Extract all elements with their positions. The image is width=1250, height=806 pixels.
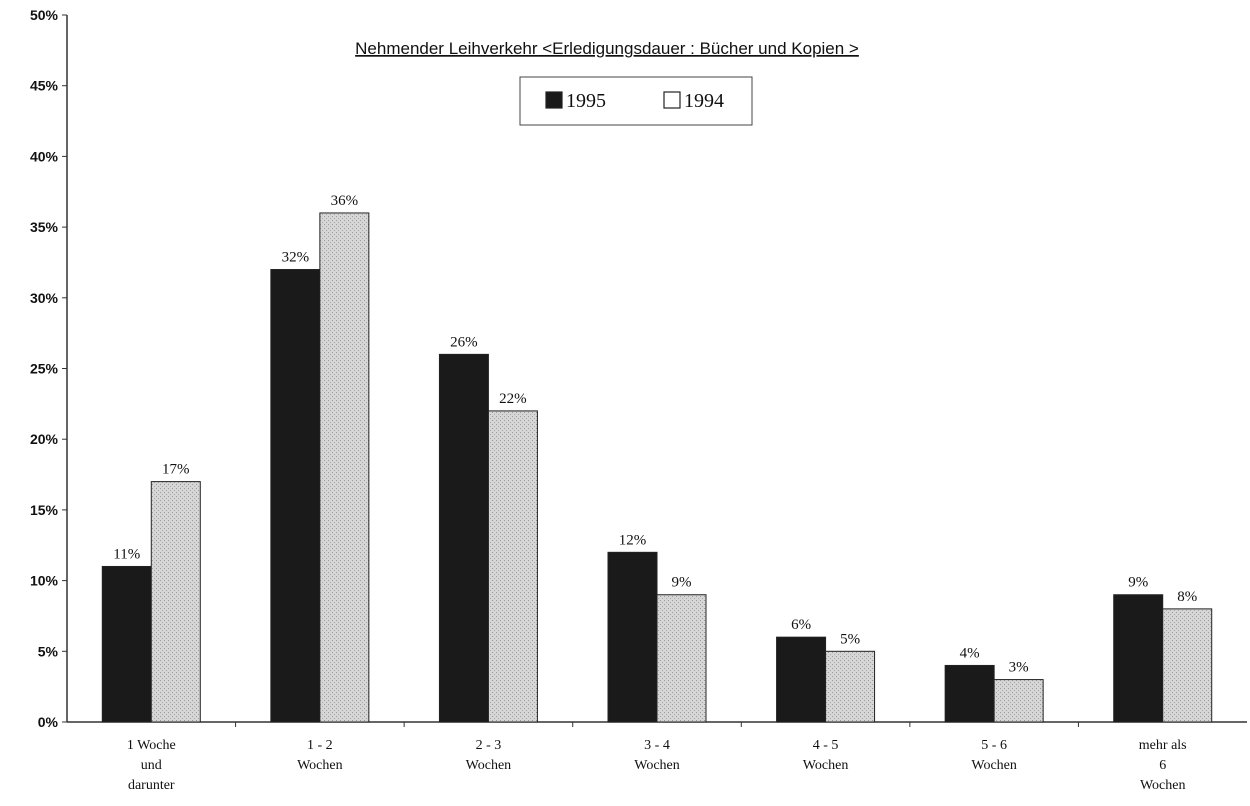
bar-1995-0: [101, 565, 152, 723]
y-tick-label: 40%: [30, 148, 59, 164]
data-label: 22%: [499, 391, 527, 407]
y-tick-label: 35%: [30, 219, 59, 235]
y-tick-label: 50%: [30, 7, 59, 23]
data-label: 17%: [162, 462, 190, 478]
data-label: 12%: [619, 532, 647, 548]
data-label: 11%: [113, 546, 140, 562]
data-label: 26%: [450, 334, 478, 350]
category-label: Wochen: [466, 758, 512, 773]
bar-1995-4: [776, 636, 827, 723]
y-tick-label: 30%: [30, 290, 59, 306]
data-label: 32%: [282, 250, 310, 266]
y-tick-label: 0%: [38, 714, 59, 730]
category-label: und: [141, 758, 162, 773]
bar-1994-5: [993, 679, 1044, 723]
y-tick-label: 25%: [30, 361, 59, 377]
bar-1994-1: [319, 212, 370, 723]
data-label: 4%: [960, 645, 980, 661]
category-label: Wochen: [634, 758, 680, 773]
y-tick-label: 20%: [30, 431, 59, 447]
category-label: Wochen: [971, 758, 1017, 773]
legend-label-1995: 1995: [566, 90, 606, 112]
legend-swatch-1994: [663, 91, 681, 109]
y-tick-label: 15%: [30, 502, 59, 518]
category-label: Wochen: [297, 758, 343, 773]
bar-1994-2: [487, 410, 538, 723]
legend-label-1994: 1994: [684, 90, 724, 112]
chart-title: Nehmender Leihverkehr <Erledigungsdauer …: [355, 39, 859, 58]
category-label: darunter: [128, 778, 175, 793]
category-label: mehr als: [1139, 738, 1187, 753]
bar-1994-3: [656, 594, 707, 723]
y-tick-label: 10%: [30, 573, 59, 589]
bar-1995-5: [944, 664, 995, 723]
legend: 1995 1994: [519, 76, 753, 126]
category-label: 1 Woche: [127, 738, 176, 753]
category-label: 5 - 6: [981, 738, 1007, 753]
bar-1994-0: [150, 481, 201, 723]
bar-1995-2: [438, 353, 489, 723]
bar-1995-3: [607, 551, 658, 723]
bar-1994-4: [825, 650, 876, 723]
data-label: 9%: [1128, 575, 1148, 591]
category-label: Wochen: [803, 758, 849, 773]
category-label: 1 - 2: [307, 738, 333, 753]
bar-1994-6: [1162, 608, 1213, 723]
bar-1995-1: [270, 269, 321, 723]
category-label: 2 - 3: [476, 738, 502, 753]
legend-swatch-1995: [545, 91, 563, 109]
category-label: 4 - 5: [813, 738, 839, 753]
data-label: 3%: [1009, 660, 1029, 676]
data-label: 6%: [791, 617, 811, 633]
y-tick-label: 45%: [30, 78, 59, 94]
category-label: 3 - 4: [644, 738, 670, 753]
bar-1995-6: [1113, 594, 1164, 723]
data-label: 8%: [1177, 589, 1197, 605]
y-tick-label: 5%: [38, 643, 59, 659]
data-label: 36%: [331, 193, 359, 209]
data-label: 9%: [672, 575, 692, 591]
data-label: 5%: [840, 631, 860, 647]
category-label: 6: [1159, 758, 1166, 773]
category-label: Wochen: [1140, 778, 1186, 793]
